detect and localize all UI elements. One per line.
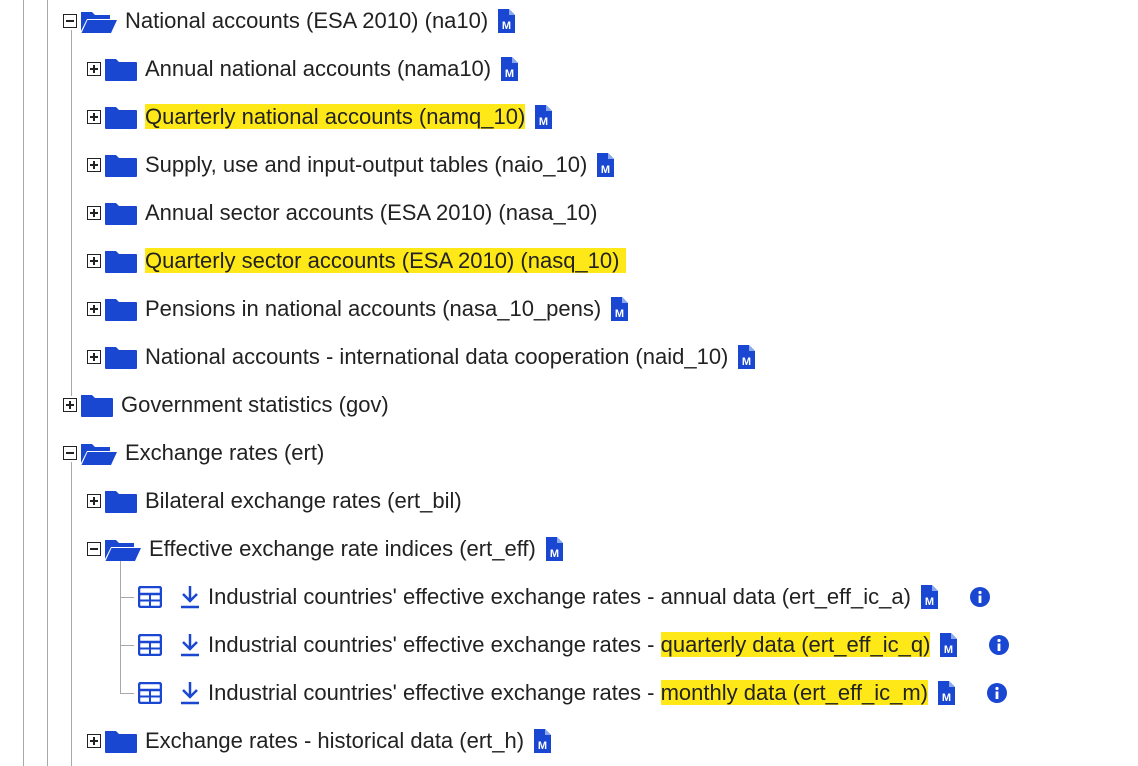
metadata-icon[interactable]: M [534, 729, 552, 753]
tree-node-label[interactable]: Exchange rates (ert) [125, 440, 325, 465]
svg-text:M: M [925, 596, 934, 608]
expand-toggle[interactable] [87, 734, 101, 748]
svg-text:M: M [539, 116, 548, 128]
tree-guide-line [120, 693, 134, 694]
svg-text:M: M [615, 308, 624, 320]
tree-node-nasq_10[interactable]: Quarterly sector accounts (ESA 2010) (na… [87, 237, 626, 285]
tree-node-ert_h[interactable]: Exchange rates - historical data (ert_h)… [87, 717, 552, 765]
tree-node-label[interactable]: Quarterly national accounts (namq_10) [145, 104, 526, 129]
svg-text:M: M [505, 68, 514, 80]
folder-icon [105, 59, 137, 81]
tree-node-label[interactable]: Government statistics (gov) [121, 392, 389, 417]
table-icon[interactable] [138, 586, 162, 608]
info-icon[interactable] [986, 683, 1007, 703]
tree-node-label[interactable]: Annual national accounts (nama10) [145, 56, 492, 81]
metadata-icon[interactable]: M [545, 537, 563, 561]
metadata-icon[interactable]: M [535, 105, 553, 129]
tree-guide-line [71, 30, 72, 396]
folder-icon [105, 107, 137, 129]
tree-guide-line [120, 645, 134, 646]
folder-open-icon [105, 540, 141, 561]
expand-toggle[interactable] [87, 302, 101, 316]
dataset-ert_eff_ic_a[interactable]: Industrial countries' effective exchange… [134, 573, 990, 621]
expand-toggle[interactable] [87, 206, 101, 220]
dataset-ert_eff_ic_m[interactable]: Industrial countries' effective exchange… [134, 669, 1007, 717]
svg-text:M: M [742, 356, 751, 368]
tree-node-ert_bil[interactable]: Bilateral exchange rates (ert_bil) [87, 477, 462, 525]
tree-node-label[interactable]: Effective exchange rate indices (ert_eff… [149, 536, 536, 561]
svg-text:M: M [502, 20, 511, 32]
tree-guide-line [47, 0, 48, 766]
expand-toggle[interactable] [63, 398, 77, 412]
folder-icon [105, 491, 137, 513]
svg-text:M: M [538, 740, 547, 752]
tree-node-nama10[interactable]: Annual national accounts (nama10) M [87, 45, 519, 93]
tree-node-ert[interactable]: Exchange rates (ert) [63, 429, 324, 477]
metadata-icon[interactable]: M [611, 297, 629, 321]
tree-node-nasa_10_pens[interactable]: Pensions in national accounts (nasa_10_p… [87, 285, 629, 333]
collapse-toggle[interactable] [87, 542, 101, 556]
tree-node-nasa_10[interactable]: Annual sector accounts (ESA 2010) (nasa_… [87, 189, 598, 237]
tree-node-gov[interactable]: Government statistics (gov) [63, 381, 389, 429]
metadata-icon[interactable]: M [597, 153, 615, 177]
svg-text:M: M [944, 644, 953, 656]
folder-icon [105, 155, 137, 177]
expand-toggle[interactable] [87, 254, 101, 268]
metadata-icon[interactable]: M [738, 345, 756, 369]
tree-node-namq_10[interactable]: Quarterly national accounts (namq_10) M [87, 93, 553, 141]
svg-text:M: M [550, 548, 559, 560]
table-icon[interactable] [138, 682, 162, 704]
folder-icon [105, 731, 137, 753]
tree-node-label[interactable]: National accounts (ESA 2010) (na10) [125, 8, 489, 33]
folder-icon [105, 251, 137, 273]
folder-open-icon [81, 12, 117, 33]
collapse-toggle[interactable] [63, 14, 77, 28]
folder-icon [81, 395, 113, 417]
expand-toggle[interactable] [87, 110, 101, 124]
tree-node-ert_eff[interactable]: Effective exchange rate indices (ert_eff… [87, 525, 563, 573]
expand-toggle[interactable] [87, 62, 101, 76]
tree-guide-line [71, 462, 72, 766]
metadata-icon[interactable]: M [940, 633, 958, 657]
table-icon[interactable] [138, 634, 162, 656]
info-icon[interactable] [989, 635, 1010, 655]
dataset-label[interactable]: Industrial countries' effective exchange… [208, 632, 931, 657]
folder-icon [105, 299, 137, 321]
download-icon[interactable] [180, 681, 200, 705]
tree-node-label[interactable]: Quarterly sector accounts (ESA 2010) (na… [145, 248, 626, 273]
tree-guide-line [23, 0, 24, 766]
tree-node-label[interactable]: Bilateral exchange rates (ert_bil) [145, 488, 462, 513]
dataset-label[interactable]: Industrial countries' effective exchange… [208, 680, 928, 705]
info-icon[interactable] [969, 587, 990, 607]
expand-toggle[interactable] [87, 494, 101, 508]
collapse-toggle[interactable] [63, 446, 77, 460]
tree-node-label[interactable]: Pensions in national accounts (nasa_10_p… [145, 296, 602, 321]
dataset-label[interactable]: Industrial countries' effective exchange… [208, 584, 911, 609]
tree-node-label[interactable]: National accounts - international data c… [145, 344, 729, 369]
tree-guide-line [120, 559, 121, 693]
tree-node-label[interactable]: Annual sector accounts (ESA 2010) (nasa_… [145, 200, 598, 225]
download-icon[interactable] [180, 585, 200, 609]
metadata-icon[interactable]: M [937, 681, 955, 705]
svg-text:M: M [942, 692, 951, 704]
dataset-ert_eff_ic_q[interactable]: Industrial countries' effective exchange… [134, 621, 1010, 669]
expand-toggle[interactable] [87, 158, 101, 172]
metadata-icon[interactable]: M [920, 585, 938, 609]
download-icon[interactable] [180, 633, 200, 657]
folder-icon [105, 203, 137, 225]
expand-toggle[interactable] [87, 350, 101, 364]
tree-guide-line [120, 597, 134, 598]
folder-icon [105, 347, 137, 369]
svg-text:M: M [601, 164, 610, 176]
metadata-icon[interactable]: M [498, 9, 516, 33]
metadata-icon[interactable]: M [501, 57, 519, 81]
tree-node-label[interactable]: Exchange rates - historical data (ert_h) [145, 728, 525, 753]
tree-node-na10[interactable]: National accounts (ESA 2010) (na10) M [63, 0, 516, 45]
tree-node-label[interactable]: Supply, use and input-output tables (nai… [145, 152, 588, 177]
folder-open-icon [81, 444, 117, 465]
tree-node-naid_10[interactable]: National accounts - international data c… [87, 333, 756, 381]
tree-node-naio_10[interactable]: Supply, use and input-output tables (nai… [87, 141, 615, 189]
